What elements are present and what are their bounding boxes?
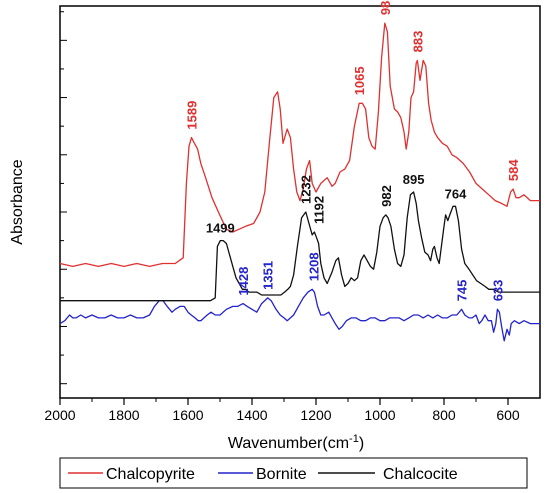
peak-label: 1232 xyxy=(299,175,314,204)
peak-label: 1428 xyxy=(236,267,251,296)
peak-label: 745 xyxy=(455,280,470,302)
x-tick-label: 1800 xyxy=(108,407,139,423)
x-axis-ticks: 2000 1800 1600 1400 1200 1000 800 600 xyxy=(44,398,520,423)
x-tick-label: 800 xyxy=(432,407,456,423)
x-tick-label: 1400 xyxy=(236,407,267,423)
peak-label: 1208 xyxy=(306,252,321,281)
peak-label: 1589 xyxy=(185,101,200,130)
peak-label: 1192 xyxy=(312,196,327,224)
series-line-chalcopyrite xyxy=(59,22,540,268)
peak-label: 584 xyxy=(506,159,521,181)
peak-label: 633 xyxy=(490,280,505,302)
x-tick-label: 2000 xyxy=(44,407,75,423)
legend-label-bornite: Bornite xyxy=(256,466,307,483)
x-tick-label: 1600 xyxy=(172,407,203,423)
series-layer xyxy=(59,22,540,342)
x-tick-label: 1200 xyxy=(300,407,331,423)
peak-label: 895 xyxy=(403,172,425,187)
legend-label-chalcopyrite: Chalcopyrite xyxy=(106,466,195,483)
peak-label: 982 xyxy=(379,185,394,207)
peak-label: 764 xyxy=(445,186,467,201)
peak-label: 1065 xyxy=(352,66,367,95)
peak-label: 985 xyxy=(378,0,393,15)
peak-label: 883 xyxy=(410,31,425,53)
legend-label-chalcocite: Chalcocite xyxy=(383,466,458,483)
peak-label: 1351 xyxy=(261,261,276,290)
legend: Chalcopyrite Bornite Chalcocite xyxy=(59,457,528,489)
series-line-chalcocite xyxy=(60,191,540,302)
legend-box xyxy=(59,457,528,489)
peak-label: 1499 xyxy=(206,221,235,236)
x-axis-title: Wavenumber(cm-1) xyxy=(228,433,364,452)
x-tick-label: 600 xyxy=(496,407,520,423)
y-axis-title: Absorbance xyxy=(9,159,26,244)
y-axis-ticks xyxy=(60,11,67,385)
plot-frame xyxy=(59,5,541,399)
x-tick-label: 1000 xyxy=(364,407,395,423)
